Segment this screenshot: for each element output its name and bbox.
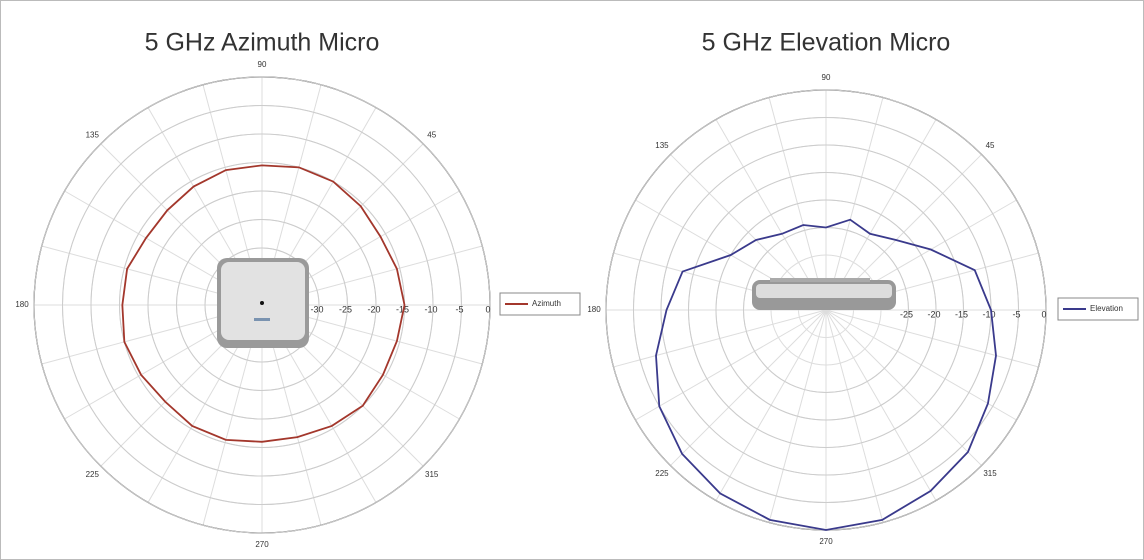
r-tick-label: -15 [396,304,409,314]
theta-tick-label: 180 [587,305,601,314]
r-tick-label: -20 [367,304,380,314]
r-tick-label: -20 [927,309,940,319]
theta-tick-label: 315 [983,469,997,478]
device-logo [254,318,270,321]
legend-box [1057,297,1139,321]
r-tick-label: -15 [955,309,968,319]
legend-label: Azimuth [532,299,561,308]
theta-tick-label: 270 [255,540,269,549]
theta-tick-label: 135 [655,141,669,150]
theta-tick-label: 315 [425,470,439,479]
pattern-line [121,164,406,443]
theta-tick-label: 90 [822,73,831,82]
chart-title: 5 GHz Elevation Micro [702,29,951,57]
theta-tick-label: 45 [427,130,436,139]
theta-tick-label: 270 [819,537,833,546]
theta-tick-label: 225 [86,470,100,479]
device-led [260,301,264,305]
r-tick-label: -5 [1012,309,1020,319]
r-tick-label: -10 [424,304,437,314]
grid-ring [33,76,491,534]
theta-tick-label: 180 [15,300,29,309]
device-face [221,262,305,340]
theta-tick-label: 45 [986,141,995,150]
r-tick-label: -25 [339,304,352,314]
grid-ring [90,133,434,477]
r-tick-label: 0 [1041,309,1046,319]
grid-ring [688,172,964,448]
r-tick-label: 0 [485,304,490,314]
grid-ring [62,105,462,505]
grid-ring [176,219,348,391]
chart-title: 5 GHz Azimuth Micro [145,29,380,57]
grid-ring [147,190,377,420]
grid-ring [633,117,1019,503]
r-tick-label: -10 [982,309,995,319]
r-tick-label: -30 [310,304,323,314]
device-ports [770,278,870,282]
grid-ring [715,199,937,421]
legend-label: Elevation [1090,304,1123,313]
device-face [756,284,892,298]
theta-tick-label: 90 [258,60,267,69]
theta-tick-label: 135 [86,130,100,139]
theta-tick-label: 225 [655,469,669,478]
r-tick-label: -25 [900,309,913,319]
legend-box [499,292,581,316]
pattern-line [655,218,997,531]
grid-ring [204,247,320,363]
r-tick-label: -5 [455,304,463,314]
